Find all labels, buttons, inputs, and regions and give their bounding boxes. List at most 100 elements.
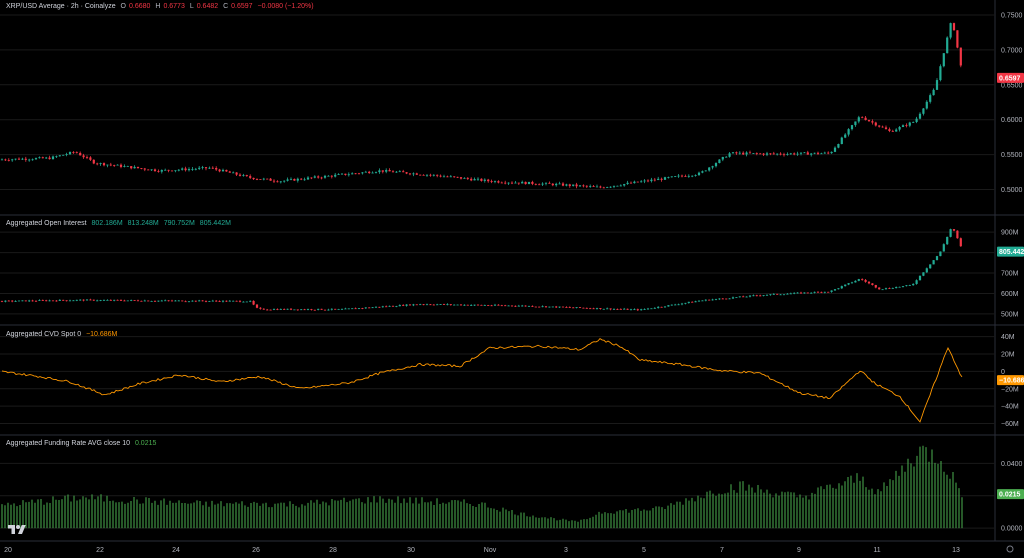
candle <box>660 306 663 308</box>
y-tick-label: −40M <box>1001 404 1019 411</box>
candle <box>721 298 724 300</box>
y-tick-label: 900M <box>1001 230 1019 237</box>
candle <box>255 179 259 180</box>
candle <box>269 309 272 311</box>
candle <box>323 309 327 311</box>
candle <box>721 156 724 160</box>
candle <box>640 181 643 183</box>
candle <box>742 152 745 155</box>
candle <box>745 152 748 155</box>
gear-icon[interactable] <box>1006 545 1014 553</box>
y-tick-label: 500M <box>1001 311 1019 318</box>
candle <box>718 298 721 300</box>
candle <box>272 309 276 310</box>
candle <box>796 292 799 294</box>
open-label: O <box>120 3 126 10</box>
candle <box>225 169 228 172</box>
candle <box>878 287 881 290</box>
candle <box>813 152 816 154</box>
candle <box>317 308 320 310</box>
candle <box>62 299 65 301</box>
candle <box>820 291 823 293</box>
candle <box>929 264 932 269</box>
candle <box>381 170 384 172</box>
candle <box>629 182 633 184</box>
candle <box>837 288 840 290</box>
candle <box>72 300 75 302</box>
candle <box>871 283 874 286</box>
candle <box>619 309 622 310</box>
candle <box>765 153 769 155</box>
candle <box>793 153 796 155</box>
candle <box>65 300 68 302</box>
candle <box>303 309 306 311</box>
candle <box>833 289 837 291</box>
candle <box>480 304 483 306</box>
candle <box>725 298 728 300</box>
candle <box>306 309 310 311</box>
candle <box>211 167 214 169</box>
candle <box>752 153 755 154</box>
candle <box>368 171 371 174</box>
candle <box>854 121 857 126</box>
candle <box>949 229 952 237</box>
candle <box>17 158 21 160</box>
candle <box>473 179 476 181</box>
change-value: −0.0080 (−1.20%) <box>257 3 314 10</box>
candle <box>381 306 384 308</box>
candle <box>867 281 871 284</box>
candle <box>174 300 177 302</box>
candle <box>106 164 109 166</box>
candle <box>653 179 656 181</box>
y-tick-label: 0 <box>1001 369 1005 376</box>
candle <box>514 182 517 184</box>
candle <box>524 305 527 307</box>
candle <box>538 184 541 186</box>
tradingview-logo-icon[interactable] <box>8 522 26 538</box>
candle <box>204 300 208 302</box>
candle <box>58 155 61 157</box>
candle <box>262 308 265 310</box>
candle <box>463 304 466 306</box>
candle <box>412 173 415 175</box>
candle <box>490 305 493 307</box>
candle <box>670 176 673 178</box>
candle <box>840 286 843 289</box>
candle <box>133 166 136 169</box>
funding-title: Aggregated Funding Rate AVG close 10 <box>6 440 131 447</box>
candle <box>660 178 663 180</box>
candle <box>521 305 524 307</box>
candle <box>320 177 323 179</box>
candle <box>776 153 779 155</box>
candle <box>96 163 99 165</box>
candle <box>388 170 391 172</box>
candle <box>153 301 157 302</box>
y-tick-label: −20M <box>1001 386 1019 393</box>
candle <box>517 182 520 184</box>
candle <box>24 300 27 302</box>
candle <box>82 155 85 158</box>
candle <box>939 251 942 257</box>
candle <box>827 152 830 154</box>
candle <box>956 30 959 48</box>
candle <box>453 176 456 178</box>
candle <box>218 169 221 172</box>
candle <box>300 309 303 311</box>
candle <box>408 304 412 306</box>
candle <box>395 171 398 173</box>
candle <box>694 301 697 303</box>
candle <box>181 300 184 302</box>
y-tick-label: 700M <box>1001 271 1019 278</box>
candle <box>436 174 439 176</box>
candle <box>157 300 160 302</box>
candle <box>14 301 17 302</box>
oi-title: Aggregated Open Interest <box>6 220 87 227</box>
candle <box>949 23 952 38</box>
candle <box>813 291 816 293</box>
candle <box>714 163 718 167</box>
candle <box>568 307 571 308</box>
candle <box>708 299 711 301</box>
candle <box>286 179 289 181</box>
candle <box>317 176 320 178</box>
